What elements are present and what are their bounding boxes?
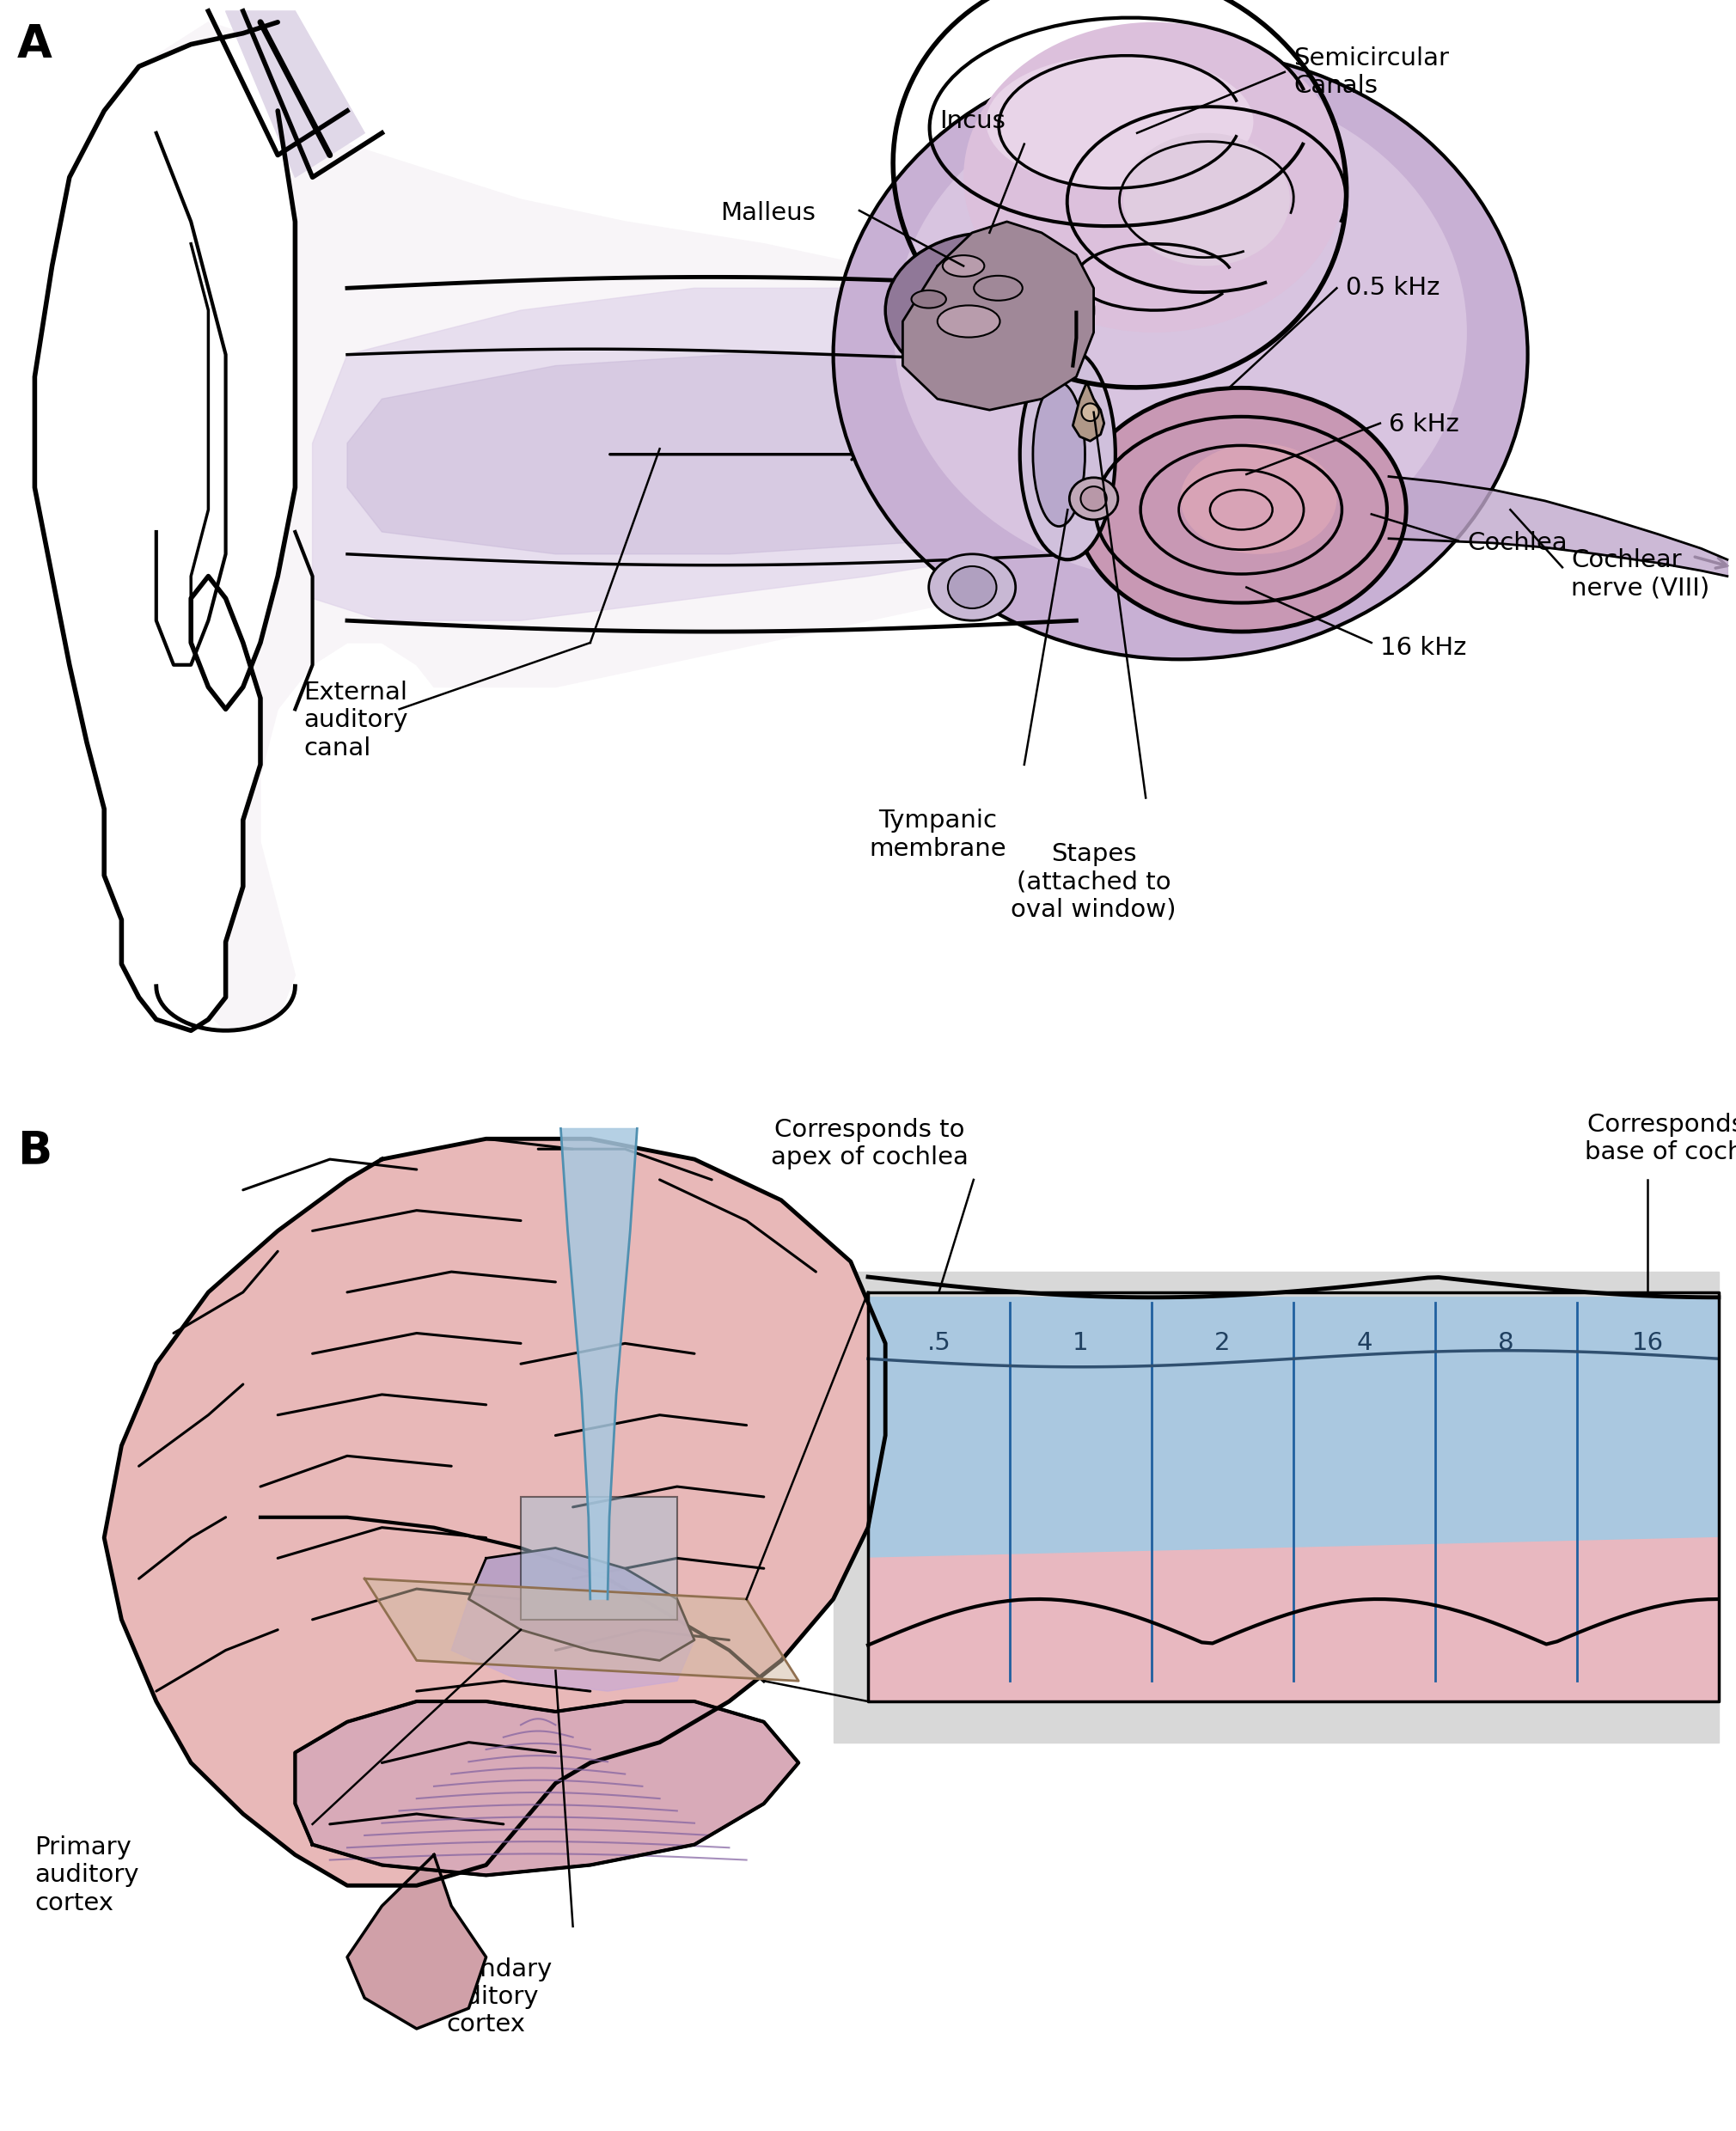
- Ellipse shape: [1071, 98, 1168, 147]
- Ellipse shape: [1180, 443, 1337, 554]
- Polygon shape: [1073, 381, 1104, 441]
- Text: 1: 1: [1073, 1332, 1088, 1355]
- Ellipse shape: [1035, 79, 1205, 164]
- Text: 0.5 kHz: 0.5 kHz: [1345, 277, 1439, 300]
- Polygon shape: [903, 222, 1094, 409]
- Text: 2: 2: [1215, 1332, 1231, 1355]
- Text: A: A: [17, 21, 52, 66]
- Polygon shape: [451, 1547, 694, 1692]
- Text: Corresponds to
base of cochlea: Corresponds to base of cochlea: [1585, 1112, 1736, 1164]
- Ellipse shape: [974, 275, 1023, 300]
- Text: Secondary
auditory
cortex: Secondary auditory cortex: [420, 1956, 552, 2037]
- Text: Malleus: Malleus: [720, 200, 816, 224]
- Text: Semicircular
Canals: Semicircular Canals: [1293, 47, 1450, 98]
- Text: Stapes
(attached to
oval window): Stapes (attached to oval window): [1010, 842, 1177, 923]
- Text: Incus: Incus: [939, 109, 1005, 132]
- Text: External
auditory
canal: External auditory canal: [304, 680, 408, 761]
- Ellipse shape: [1154, 158, 1259, 241]
- Text: 16 kHz: 16 kHz: [1380, 637, 1467, 661]
- Text: Corresponds to
apex of cochlea: Corresponds to apex of cochlea: [771, 1117, 969, 1170]
- Ellipse shape: [894, 83, 1467, 582]
- Polygon shape: [35, 21, 295, 1031]
- Text: Cochlea: Cochlea: [1467, 531, 1568, 554]
- Ellipse shape: [943, 256, 984, 277]
- Ellipse shape: [1080, 486, 1108, 511]
- Polygon shape: [312, 288, 1076, 620]
- Polygon shape: [868, 1298, 1719, 1558]
- Polygon shape: [52, 21, 1042, 1031]
- Text: B: B: [17, 1129, 52, 1174]
- Polygon shape: [295, 1701, 799, 1875]
- Polygon shape: [469, 1547, 694, 1660]
- Ellipse shape: [948, 567, 996, 607]
- Text: 4: 4: [1356, 1332, 1371, 1355]
- Polygon shape: [347, 354, 1042, 554]
- Polygon shape: [226, 11, 365, 177]
- Ellipse shape: [885, 232, 1094, 388]
- Ellipse shape: [911, 290, 946, 309]
- Ellipse shape: [833, 49, 1528, 658]
- Ellipse shape: [1123, 132, 1290, 266]
- Text: Tympanic
membrane: Tympanic membrane: [868, 810, 1007, 861]
- Ellipse shape: [1082, 403, 1099, 422]
- Text: 8: 8: [1498, 1332, 1514, 1355]
- Polygon shape: [561, 1129, 637, 1598]
- Text: 16: 16: [1632, 1332, 1663, 1355]
- Text: Primary
auditory
cortex: Primary auditory cortex: [35, 1835, 139, 1916]
- Ellipse shape: [1076, 388, 1406, 631]
- Text: .5: .5: [927, 1332, 951, 1355]
- Ellipse shape: [1033, 381, 1085, 526]
- Polygon shape: [833, 1272, 1719, 1743]
- Ellipse shape: [986, 55, 1253, 190]
- Polygon shape: [347, 1854, 486, 2029]
- Text: 6 kHz: 6 kHz: [1389, 413, 1458, 437]
- Ellipse shape: [963, 21, 1345, 332]
- Text: Cochlear
nerve (VIII): Cochlear nerve (VIII): [1571, 548, 1710, 601]
- Ellipse shape: [929, 554, 1016, 620]
- Polygon shape: [868, 1539, 1719, 1701]
- Ellipse shape: [1021, 349, 1115, 560]
- Polygon shape: [521, 1496, 677, 1620]
- Ellipse shape: [1069, 477, 1118, 520]
- Ellipse shape: [937, 305, 1000, 337]
- Polygon shape: [365, 1579, 799, 1681]
- Polygon shape: [104, 1138, 885, 1886]
